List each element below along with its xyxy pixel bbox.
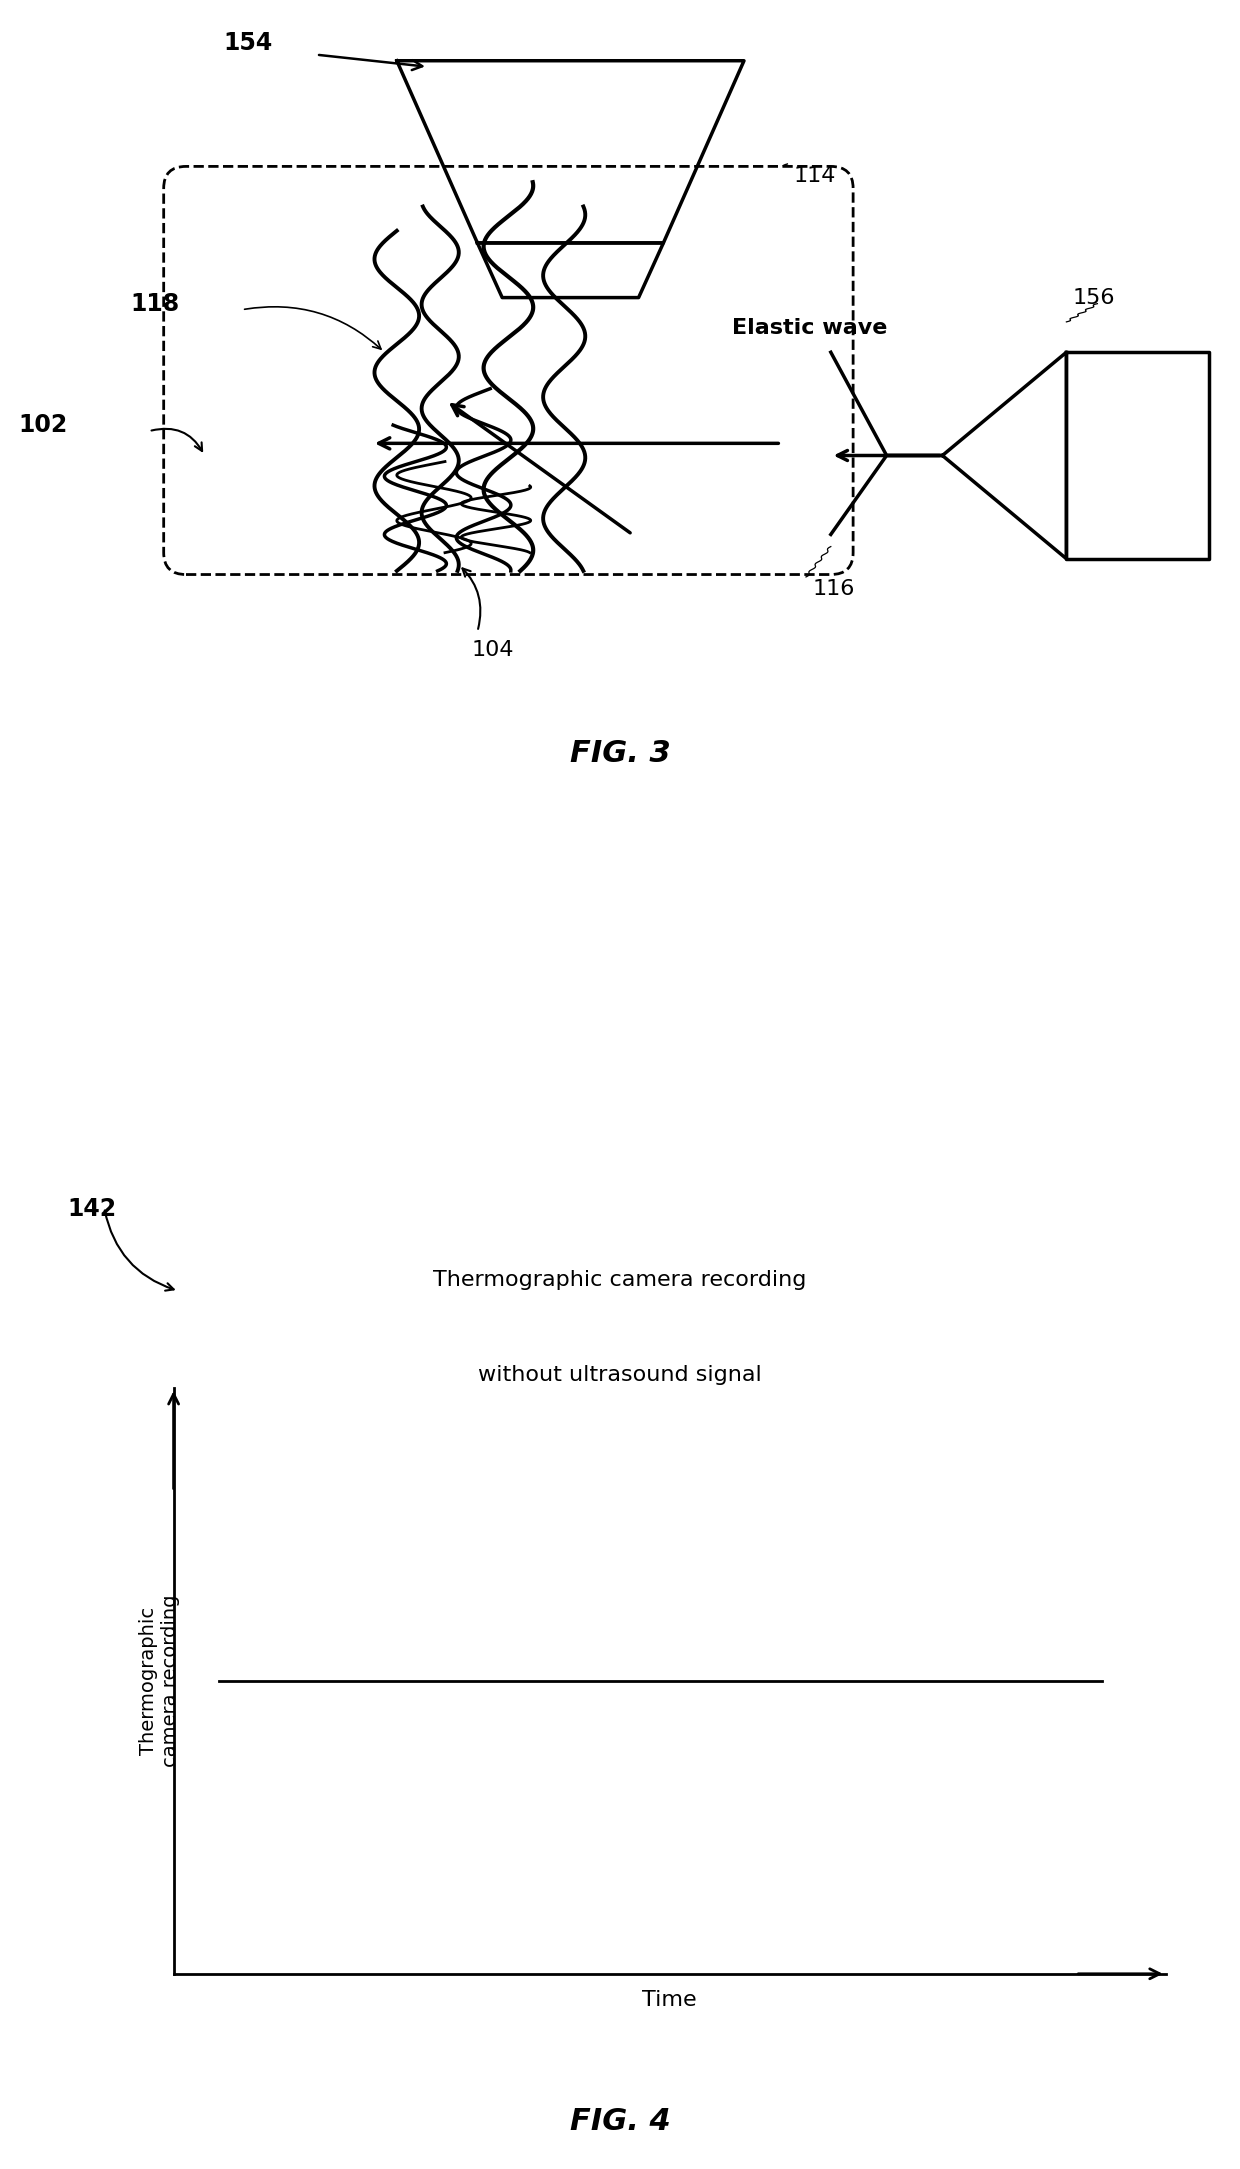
Text: without ultrasound signal: without ultrasound signal <box>479 1364 761 1386</box>
X-axis label: Time: Time <box>642 1991 697 2011</box>
Text: FIG. 4: FIG. 4 <box>569 2108 671 2136</box>
Text: Thermographic camera recording: Thermographic camera recording <box>433 1269 807 1291</box>
Text: 104: 104 <box>471 640 513 659</box>
Text: 154: 154 <box>223 30 273 54</box>
Polygon shape <box>1066 351 1209 560</box>
Text: 114: 114 <box>794 167 836 187</box>
Polygon shape <box>942 351 1066 560</box>
Y-axis label: Thermographic
camera recording: Thermographic camera recording <box>139 1594 180 1768</box>
Text: Elastic wave: Elastic wave <box>732 319 887 338</box>
Text: 156: 156 <box>1073 288 1115 308</box>
Polygon shape <box>477 243 663 297</box>
Text: 142: 142 <box>67 1197 117 1221</box>
Polygon shape <box>397 61 744 243</box>
Text: 116: 116 <box>812 579 854 599</box>
Text: FIG. 3: FIG. 3 <box>569 740 671 768</box>
FancyBboxPatch shape <box>164 167 853 575</box>
Text: 118: 118 <box>130 291 180 317</box>
Text: 102: 102 <box>19 412 68 438</box>
